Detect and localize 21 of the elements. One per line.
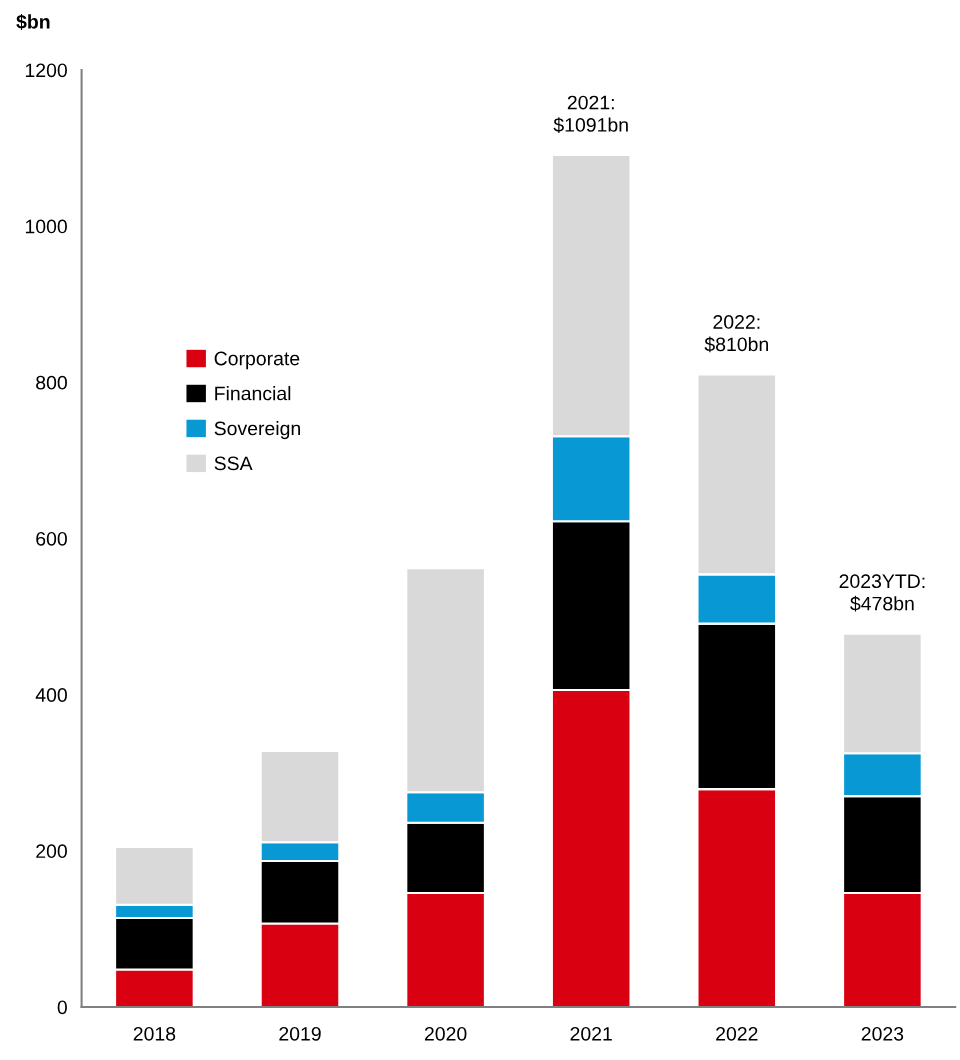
- y-tick-label: 800: [36, 375, 67, 390]
- y-tick-label: 400: [35, 688, 67, 702]
- x-tick-label: 2021: [570, 1026, 612, 1041]
- x-tick-label: 2022: [716, 1026, 758, 1041]
- y-tick-label: 600: [36, 531, 67, 546]
- y-tick-label: 1200: [25, 63, 67, 78]
- legend-label: Sovereign: [214, 421, 300, 440]
- annotation: 2021: $1091bn: [553, 95, 628, 133]
- annotation: 2022: $810bn: [704, 315, 768, 353]
- legend-label: SSA: [214, 456, 253, 471]
- x-tick-label: 2023: [861, 1026, 904, 1041]
- annotation: 2023YTD: $478bn: [839, 574, 925, 612]
- legend-label: Corporate: [214, 351, 300, 370]
- y-axis-title: $bn: [16, 14, 50, 30]
- legend-label: Financial: [215, 386, 291, 401]
- x-tick-label: 2019: [279, 1026, 321, 1041]
- y-tick-label: 1000: [25, 219, 67, 234]
- y-tick-label: 200: [36, 844, 67, 859]
- y-tick-label: 0: [57, 1000, 67, 1015]
- x-tick-label: 2018: [133, 1026, 176, 1041]
- x-tick-label: 2020: [424, 1026, 467, 1041]
